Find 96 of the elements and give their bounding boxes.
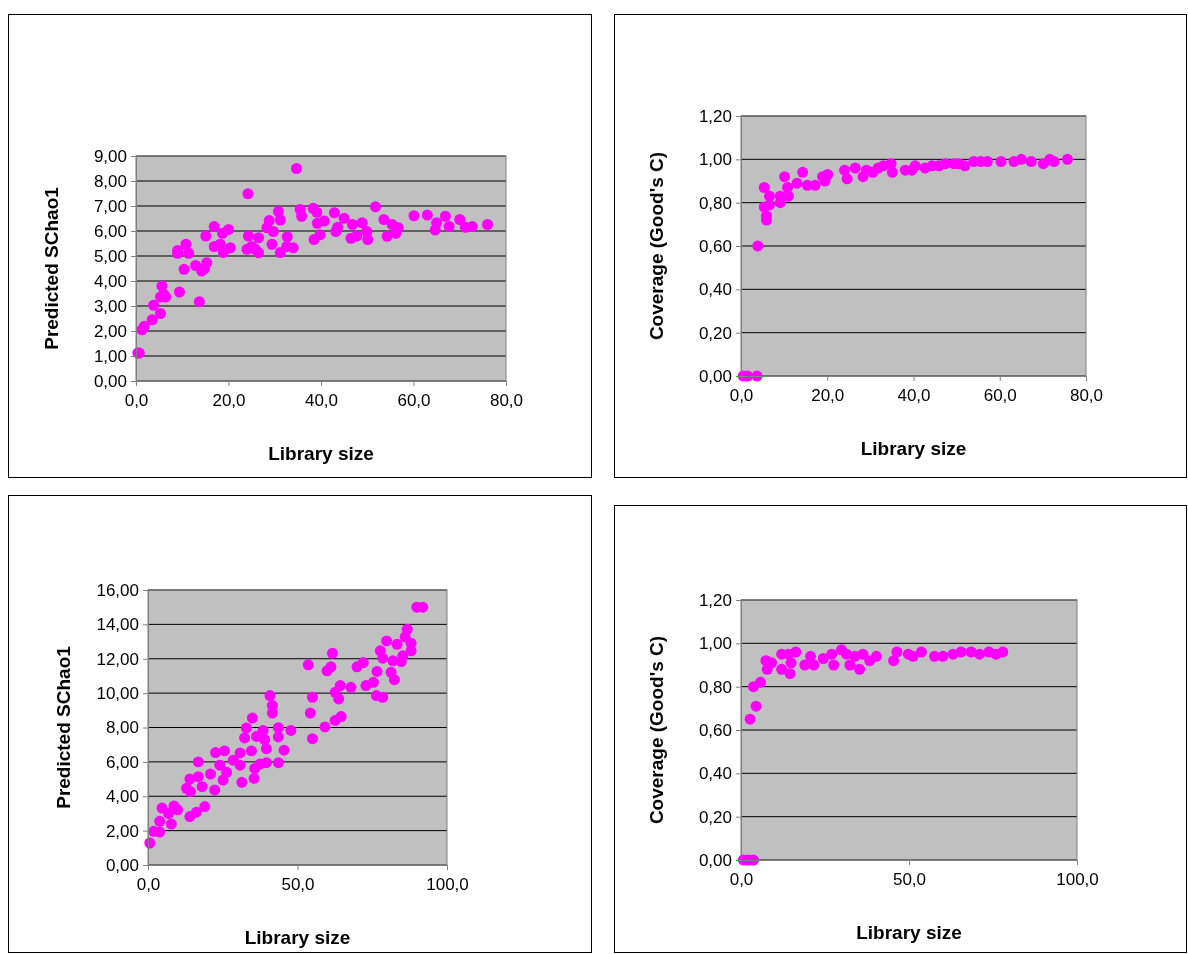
y-axis-title: Predicted SChao1 [41, 186, 62, 350]
x-tick-label: 100,0 [426, 875, 469, 895]
point [779, 171, 791, 183]
y-tick-label: 8,00 [105, 718, 139, 738]
x-tick-label: 40,0 [304, 391, 339, 411]
point [844, 659, 856, 671]
y-tick-label: 0,00 [698, 366, 732, 386]
y-tick-label: 0,80 [698, 193, 732, 213]
y-tick-label: 0,60 [698, 720, 732, 740]
y-tick-label: 0,60 [698, 236, 732, 256]
y-tick-label: 16,00 [96, 580, 139, 600]
point [955, 646, 967, 658]
y-tick-label: 5,00 [93, 246, 127, 266]
point [784, 668, 796, 680]
point [959, 160, 971, 172]
point [828, 659, 840, 671]
y-tick-label: 3,00 [93, 296, 127, 316]
x-tick-label: 0,0 [124, 391, 149, 411]
x-tick-label: 0,0 [136, 875, 161, 895]
y-axis-title: Coverage (Good's C) [646, 635, 667, 825]
y-tick-label: 1,20 [698, 106, 732, 126]
y-tick-label: 12,00 [96, 649, 139, 669]
y-tick-label: 0,00 [105, 855, 139, 875]
x-tick-label: 60,0 [397, 391, 431, 411]
point [841, 173, 853, 185]
x-tick-label: 40,0 [897, 386, 931, 406]
y-tick-label: 0,80 [698, 677, 732, 697]
point [849, 162, 861, 174]
point [888, 655, 900, 667]
x-axis-title: Library size [268, 443, 374, 464]
y-tick-label: 2,00 [105, 821, 139, 841]
point [758, 182, 770, 193]
y-tick-label: 8,00 [93, 171, 127, 191]
point [750, 700, 762, 712]
y-tick-label: 0,00 [93, 371, 127, 391]
point [891, 646, 903, 658]
y-tick-label: 0,40 [698, 764, 732, 784]
y-tick-label: 0,00 [698, 850, 732, 870]
y-tick-label: 0,40 [698, 280, 732, 300]
y-tick-label: 14,00 [96, 615, 139, 635]
point [886, 166, 898, 178]
point [974, 648, 986, 660]
x-tick-label: 80,0 [1069, 386, 1104, 406]
x-tick-label: 80,0 [489, 391, 524, 411]
y-tick-label: 9,00 [93, 146, 127, 166]
y-tick-label: 1,00 [698, 150, 732, 170]
y-axis-title: Coverage (Good's C) [646, 151, 667, 341]
y-tick-label: 1,20 [698, 590, 732, 610]
y-tick-label: 7,00 [93, 196, 127, 216]
point [1048, 156, 1060, 167]
point [782, 182, 794, 193]
y-tick-label: 0,20 [698, 323, 732, 343]
point [790, 646, 802, 658]
point [826, 648, 838, 660]
point [752, 240, 764, 252]
point [797, 166, 809, 178]
point [1015, 153, 1027, 165]
y-tick-label: 2,00 [93, 321, 127, 341]
x-tick-label: 100,0 [1056, 870, 1099, 890]
x-tick-label: 20,0 [212, 391, 246, 411]
point [776, 663, 788, 675]
y-tick-label: 1,00 [93, 346, 127, 366]
y-tick-label: 6,00 [93, 221, 127, 241]
x-axis-title: Library size [856, 922, 962, 943]
point [754, 676, 766, 688]
y-tick-label: 10,00 [96, 684, 139, 704]
point [915, 646, 927, 658]
point [1061, 153, 1073, 165]
y-tick-label: 0,20 [698, 807, 732, 827]
point [907, 650, 919, 662]
x-tick-label: 50,0 [892, 870, 927, 890]
point [808, 659, 820, 671]
x-tick-label: 0,0 [729, 870, 754, 890]
point [909, 160, 921, 172]
point [854, 663, 866, 675]
point [785, 657, 797, 669]
point [997, 646, 1009, 658]
y-tick-label: 6,00 [105, 752, 139, 772]
y-axis-title: Predicted SChao1 [53, 645, 74, 809]
point [817, 653, 829, 664]
point [1025, 156, 1037, 167]
point [995, 156, 1007, 167]
y-tick-label: 4,00 [105, 787, 139, 807]
x-tick-label: 0,0 [729, 386, 754, 406]
x-tick-label: 50,0 [281, 875, 315, 895]
x-tick-label: 60,0 [983, 386, 1017, 406]
point [937, 650, 949, 662]
point [744, 713, 756, 725]
y-tick-label: 1,00 [698, 634, 732, 654]
x-axis-title: Library size [244, 927, 351, 948]
point [805, 650, 817, 662]
x-axis-title: Library size [860, 438, 967, 459]
y-tick-label: 4,00 [93, 271, 127, 291]
point [870, 650, 882, 662]
point [791, 177, 803, 189]
x-tick-label: 20,0 [811, 386, 845, 406]
